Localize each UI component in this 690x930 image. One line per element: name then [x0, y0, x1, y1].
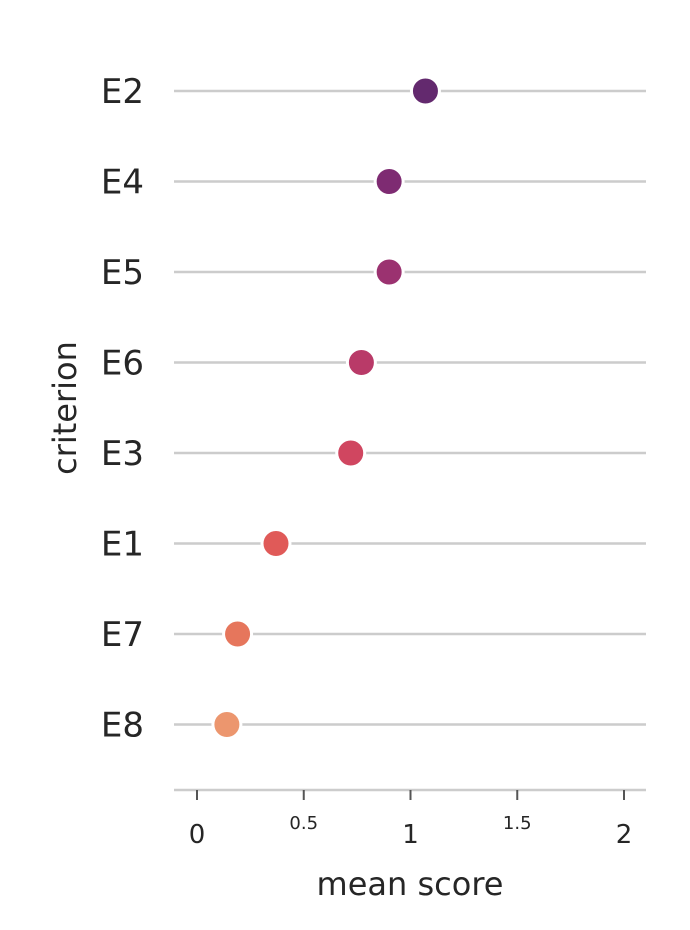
data-point-e4 [373, 166, 405, 197]
category-label-e1: E1 [101, 525, 144, 565]
x-tick-label-1-5: 1.5 [503, 813, 532, 834]
category-label-e6: E6 [101, 344, 144, 384]
x-tick-label-0: 0 [189, 820, 206, 850]
data-point-e3 [335, 437, 367, 469]
data-point-e6 [345, 347, 377, 378]
category-label-e8: E8 [101, 706, 144, 746]
category-label-e7: E7 [101, 615, 144, 655]
data-point-e7 [222, 618, 254, 650]
category-label-e5: E5 [101, 253, 144, 293]
data-point-e8 [211, 709, 243, 740]
x-tick-label-1: 1 [402, 820, 419, 850]
category-labels: E2 E4 E5 E6 E3 E1 E7 E8 [101, 72, 144, 746]
data-point-e5 [373, 256, 405, 288]
x-axis: 0 0.5 1 1.5 2 [174, 788, 646, 850]
data-point-e2 [409, 75, 441, 107]
x-tick-label-0-5: 0.5 [289, 813, 318, 834]
x-axis-title: mean score [317, 865, 504, 903]
data-point-e1 [260, 528, 292, 559]
category-label-e3: E3 [101, 434, 144, 474]
category-label-e2: E2 [101, 72, 144, 112]
category-label-e4: E4 [101, 163, 144, 203]
data-points [211, 75, 441, 740]
x-tick-label-2: 2 [616, 820, 633, 850]
y-axis-title: criterion [46, 341, 84, 475]
